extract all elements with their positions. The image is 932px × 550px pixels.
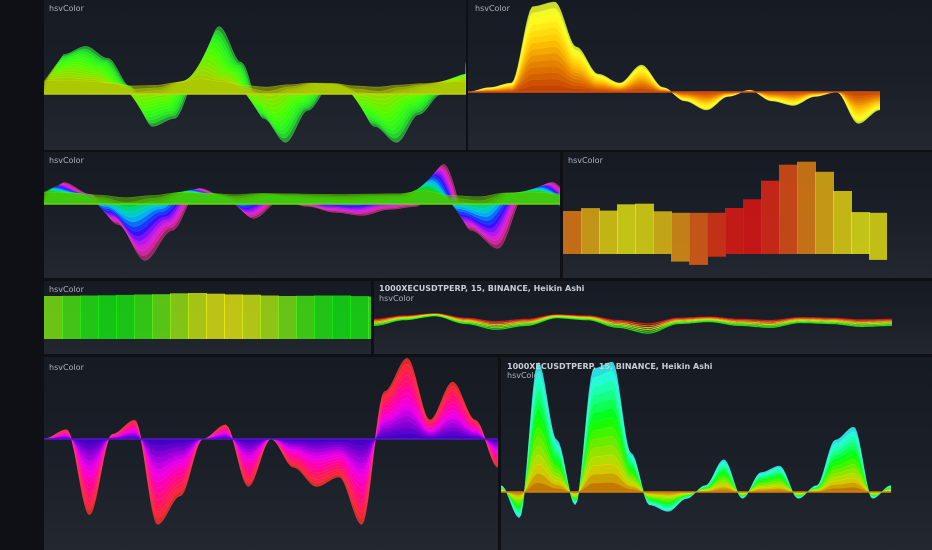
chart-title: hsvColor <box>49 4 84 13</box>
band-segment <box>617 204 636 254</box>
band-segment <box>62 295 81 339</box>
chart-2 <box>468 1 880 124</box>
area-layer <box>44 369 498 513</box>
panel-7: hsvColor <box>44 357 498 550</box>
band-segment <box>869 212 887 260</box>
series-line <box>374 314 892 331</box>
area-layer <box>44 404 498 476</box>
area-layer <box>44 398 498 482</box>
chart-5 <box>44 293 371 339</box>
band-segment <box>563 211 582 254</box>
band-segment <box>242 294 261 339</box>
area-layer <box>44 409 498 470</box>
band-segment <box>851 212 870 254</box>
chart-title: hsvColor <box>507 371 542 380</box>
chart-title: hsvColor <box>379 294 414 303</box>
band-segment <box>779 164 798 254</box>
band-segment <box>635 203 654 254</box>
band-segment <box>707 212 726 257</box>
band-segment <box>152 294 171 339</box>
band-segment <box>260 295 279 339</box>
area-layer <box>44 363 498 519</box>
band-segment <box>278 296 297 339</box>
chart-6 <box>374 313 892 334</box>
band-segment <box>206 293 225 339</box>
band-segment <box>350 296 369 339</box>
band-segment <box>116 294 135 339</box>
band-segment <box>743 199 762 254</box>
series-line <box>374 314 892 332</box>
band-segment <box>671 212 690 262</box>
band-segment <box>797 161 816 254</box>
band-segment <box>368 296 371 339</box>
chart-8 <box>501 361 891 519</box>
band-segment <box>689 212 708 265</box>
band-segment <box>815 171 834 254</box>
band-segment <box>80 295 99 339</box>
chart-title: hsvColor <box>49 156 84 165</box>
band-segment <box>314 295 333 339</box>
band-segment <box>296 295 315 339</box>
area-layer <box>44 381 498 501</box>
series-line <box>374 314 892 329</box>
series-line <box>374 315 892 334</box>
band-segment <box>653 211 672 254</box>
chart-title: hsvColor <box>49 285 84 294</box>
band-segment <box>833 191 852 254</box>
area-layer <box>44 358 498 525</box>
band-segment <box>134 294 153 339</box>
band-segment <box>332 295 351 339</box>
symbol-header: 1000XECUSDTPERP, 15, BINANCE, Heikin Ash… <box>379 284 585 293</box>
chart-3 <box>44 164 560 261</box>
chart-title: hsvColor <box>49 363 84 372</box>
band-segment <box>725 208 744 254</box>
band-segment <box>224 294 243 339</box>
band-segment <box>581 208 600 254</box>
band-segment <box>599 210 618 254</box>
panel-6: 1000XECUSDTPERP, 15, BINANCE, Heikin Ash… <box>374 281 932 354</box>
series-line <box>374 313 892 325</box>
band-segment <box>188 293 207 339</box>
panel-1: hsvColor <box>44 0 466 150</box>
chart-7 <box>44 358 498 525</box>
chart-title: hsvColor <box>568 156 603 165</box>
panel-4: hsvColor <box>563 152 932 278</box>
band-segment <box>170 293 189 339</box>
area-layer <box>44 375 498 507</box>
band-segment <box>44 296 63 339</box>
band-segment <box>98 295 117 339</box>
band-segment <box>761 180 780 254</box>
chart-4 <box>563 161 887 265</box>
area-layer <box>44 190 560 205</box>
symbol-header: 1000XECUSDTPERP, 15, BINANCE, Heikin Ash… <box>507 362 713 371</box>
area-layer <box>44 386 498 495</box>
area-layer <box>501 361 891 519</box>
chart-title: hsvColor <box>475 4 510 13</box>
area-layer <box>44 78 466 95</box>
series-line <box>374 313 892 327</box>
panel-3: hsvColor <box>44 152 560 278</box>
panel-5: hsvColor <box>44 281 371 354</box>
panel-8: 1000XECUSDTPERP, 15, BINANCE, Heikin Ash… <box>501 357 932 550</box>
panel-2: hsvColor <box>468 0 932 150</box>
chart-1 <box>44 26 466 143</box>
area-layer <box>44 392 498 489</box>
